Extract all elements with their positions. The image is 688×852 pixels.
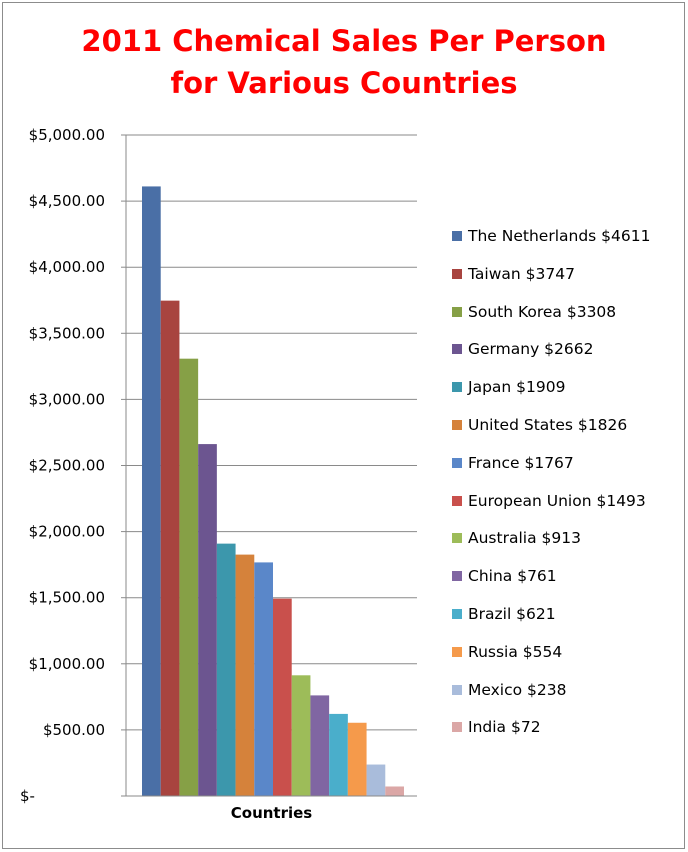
legend-label: Germany $2662 <box>468 340 594 359</box>
legend-label: Japan $1909 <box>468 378 566 397</box>
bar <box>179 358 199 796</box>
legend-item: South Korea $3308 <box>452 300 616 324</box>
legend-item: Germany $2662 <box>452 337 593 361</box>
bar <box>198 444 217 796</box>
y-tick-label: $5,000.00 <box>29 126 105 144</box>
legend-item: China $761 <box>452 564 557 588</box>
legend-item: France $1767 <box>452 451 574 475</box>
legend-label: United States $1826 <box>468 416 628 434</box>
legend-swatch <box>452 571 462 582</box>
legend-swatch <box>452 231 462 241</box>
legend-item: Japan $1909 <box>452 375 565 399</box>
y-tick-label: $3,500.00 <box>29 324 105 342</box>
legend-swatch <box>452 646 462 657</box>
legend-label: The Netherlands $4611 <box>468 227 651 245</box>
y-tick-label: $4,500.00 <box>29 192 105 210</box>
bar <box>216 543 236 796</box>
legend-swatch <box>452 722 462 733</box>
legend-swatch <box>452 495 462 506</box>
legend-label: South Korea $3308 <box>468 302 617 321</box>
bar <box>291 675 311 796</box>
legend-swatch <box>452 382 462 393</box>
legend-item: Australia $913 <box>452 526 581 550</box>
legend-label: Russia $554 <box>468 642 563 661</box>
chart-title: 2011 Chemical Sales Per Person for Vario… <box>0 20 688 104</box>
legend-item: United States $1826 <box>452 413 627 437</box>
bar <box>254 562 273 796</box>
legend-swatch <box>452 306 462 317</box>
chart-title-line-1: 2011 Chemical Sales Per Person <box>81 24 607 58</box>
bar <box>385 786 404 796</box>
axes <box>121 134 417 797</box>
legend-swatch <box>452 457 462 468</box>
legend-swatch <box>452 268 462 279</box>
legend-label: Mexico $238 <box>468 680 567 699</box>
legend-swatch <box>452 684 462 695</box>
legend-item: India $72 <box>452 715 541 739</box>
legend-label: Taiwan $3747 <box>468 264 575 283</box>
y-tick-label: $2,000.00 <box>29 523 105 541</box>
legend-swatch <box>452 420 462 430</box>
legend-label: European Union $1493 <box>468 491 646 510</box>
y-tick-label: $4,000.00 <box>29 258 105 276</box>
legend-item: Taiwan $3747 <box>452 262 575 286</box>
legend-item: The Netherlands $4611 <box>452 224 650 248</box>
y-tick-labels: $- $500.00 $1,000.00 $1,500.00 $2,000.00 $2,5… <box>20 126 105 805</box>
legend-item: Mexico $238 <box>452 678 567 702</box>
legend-label: India $72 <box>468 718 541 737</box>
y-tick-label: $1,000.00 <box>29 655 105 673</box>
chart-title-line-2: for Various Countries <box>170 66 518 100</box>
y-tick-label: $1,500.00 <box>29 589 105 607</box>
bar <box>142 186 161 797</box>
bar <box>160 300 180 796</box>
legend-label: Australia $913 <box>468 529 581 548</box>
y-tick-label: $2,500.00 <box>29 457 105 475</box>
bar <box>366 764 386 796</box>
bars <box>142 186 404 797</box>
bar <box>310 695 330 796</box>
legend-swatch <box>452 609 462 619</box>
y-tick-label: $500.00 <box>43 721 105 739</box>
legend-item: European Union $1493 <box>452 489 646 513</box>
x-axis-label: Countries <box>231 804 313 822</box>
legend-item: Brazil $621 <box>452 602 556 626</box>
bar <box>329 713 348 796</box>
bar <box>235 554 255 796</box>
legend-item: Russia $554 <box>452 640 562 664</box>
bar <box>347 722 367 796</box>
legend-swatch <box>452 344 462 355</box>
legend-label: China $761 <box>468 567 557 586</box>
y-tick-label: $- <box>20 787 35 805</box>
legend-label: Brazil $621 <box>468 605 556 623</box>
y-tick-label: $3,000.00 <box>29 390 105 408</box>
legend-swatch <box>452 533 462 544</box>
bar <box>273 598 292 796</box>
legend-label: France $1767 <box>468 453 574 472</box>
